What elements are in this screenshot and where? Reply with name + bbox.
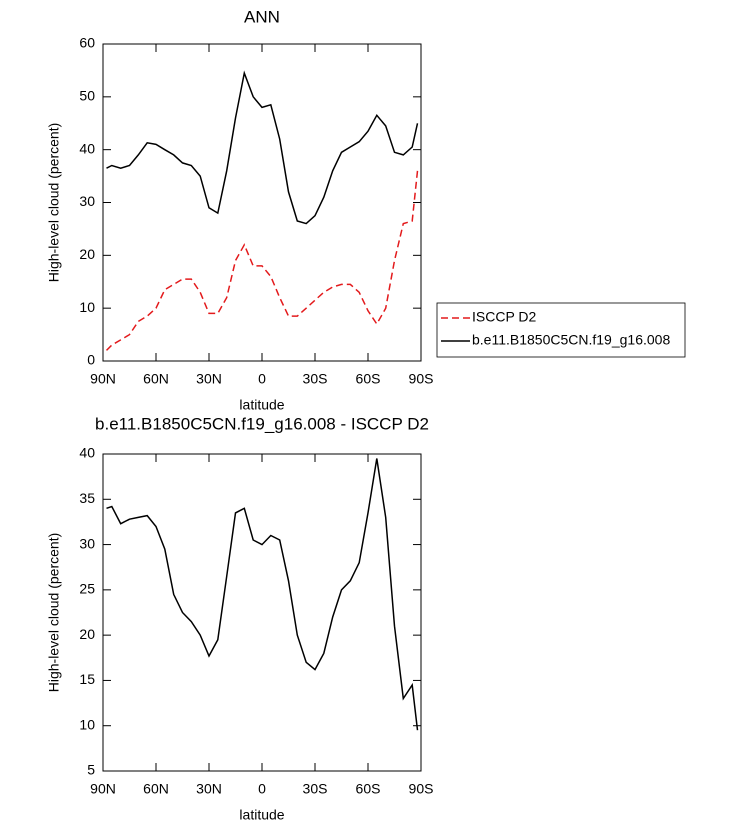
y-tick-label: 10 [79,716,95,732]
legend-box [436,302,686,358]
x-tick-label: 90S [409,371,434,387]
y-tick-label: 40 [79,140,95,156]
y-tick-label: 15 [79,671,95,687]
y-axis-label: High-level cloud (percent) [46,123,62,283]
data-line [106,70,419,225]
x-tick-label: 30S [303,781,328,797]
y-axis-label: High-level cloud (percent) [46,533,62,693]
y-tick-label: 20 [79,626,95,642]
y-tick-label: 30 [79,193,95,209]
y-tick-label: 0 [87,352,95,368]
x-tick-label: 90N [90,371,116,387]
y-tick-label: 30 [79,535,95,551]
data-line [105,170,419,351]
y-tick-label: 25 [79,581,95,597]
y-tick-label: 35 [79,490,95,506]
chart-title: b.e11.B1850C5CN.f19_g16.008 - ISCCP D2 [95,414,429,433]
x-tick-label: 60S [356,371,381,387]
legend-label: b.e11.B1850C5CN.f19_g16.008 [472,332,670,348]
chart-title: ANN [244,7,280,26]
y-tick-label: 60 [79,35,95,51]
y-tick-label: 5 [87,762,95,778]
x-axis-label: latitude [239,807,284,823]
legend-label: ISCCP D2 [472,309,537,325]
x-tick-label: 90N [90,781,116,797]
x-tick-label: 90S [409,781,434,797]
x-tick-label: 60N [143,371,169,387]
x-tick-label: 30S [303,371,328,387]
x-tick-label: 0 [258,371,266,387]
x-tick-label: 60S [356,781,381,797]
x-tick-label: 30N [196,781,222,797]
y-tick-label: 10 [79,299,95,315]
x-axis-label: latitude [239,397,284,413]
plot-frame [102,453,422,772]
x-tick-label: 0 [258,781,266,797]
y-tick-label: 40 [79,445,95,461]
data-line [106,458,419,731]
x-tick-label: 60N [143,781,169,797]
y-tick-label: 20 [79,246,95,262]
x-tick-label: 30N [196,371,222,387]
y-tick-label: 50 [79,88,95,104]
